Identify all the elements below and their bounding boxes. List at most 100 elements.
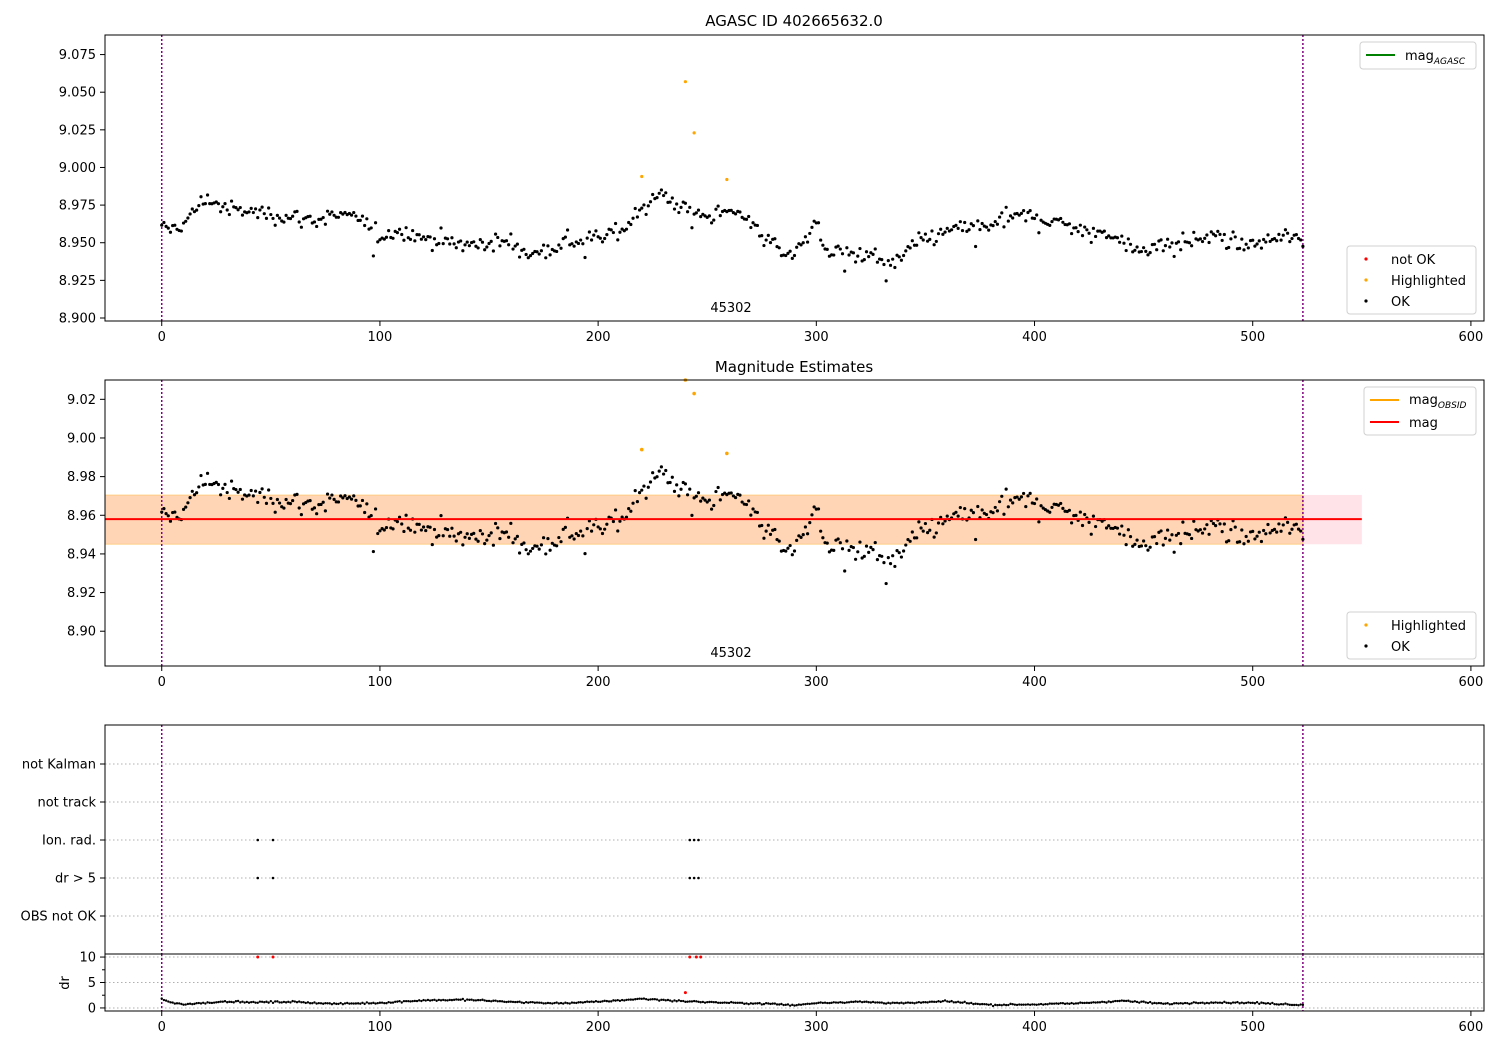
dr-point xyxy=(197,1001,201,1005)
ok-point xyxy=(810,225,814,229)
dr-point xyxy=(372,1001,375,1005)
ok-point xyxy=(173,223,177,227)
dr-point xyxy=(522,1001,526,1005)
ok-point xyxy=(308,499,312,503)
ok-point xyxy=(1233,525,1237,529)
ok-point xyxy=(1039,504,1043,508)
dr-point xyxy=(446,999,449,1002)
ok-point xyxy=(768,532,773,537)
dr-point xyxy=(1148,1000,1152,1004)
ok-point xyxy=(336,500,341,504)
ok-point xyxy=(596,525,600,529)
ok-point xyxy=(716,204,720,208)
dr-point xyxy=(533,1001,537,1004)
dr-point xyxy=(922,1001,925,1004)
ok-point xyxy=(1170,241,1174,245)
ok-point xyxy=(1290,236,1294,241)
dr-flagged-point xyxy=(256,955,260,959)
dr-point xyxy=(671,1000,674,1003)
ok-point xyxy=(517,255,522,259)
dr-point xyxy=(1103,1000,1106,1004)
dr-point xyxy=(954,1001,958,1004)
ok-point xyxy=(808,231,812,236)
dr-point xyxy=(201,1001,205,1004)
dr-point xyxy=(1063,1002,1067,1006)
ok-point xyxy=(480,240,485,244)
ok-point xyxy=(882,262,886,267)
dr-point xyxy=(1066,1002,1069,1005)
ok-point xyxy=(1067,222,1072,226)
dr-point xyxy=(745,1002,748,1005)
ok-point xyxy=(1283,228,1288,232)
dr-point xyxy=(1216,1001,1220,1004)
ok-point xyxy=(1255,242,1259,246)
dr-point xyxy=(965,1001,969,1005)
ok-point xyxy=(915,536,919,540)
ok-point xyxy=(585,236,589,240)
ok-point xyxy=(777,539,781,543)
ok-point xyxy=(1181,520,1185,524)
ok-point xyxy=(1218,232,1222,236)
ok-point xyxy=(548,548,552,552)
dr-point xyxy=(937,1000,940,1003)
dr-point xyxy=(727,1001,731,1005)
ok-point xyxy=(260,487,264,491)
ok-legend-marker xyxy=(1364,644,1368,648)
ok-point xyxy=(1163,536,1168,540)
dr-point xyxy=(926,1001,929,1004)
ok-point xyxy=(668,480,672,485)
dr-point xyxy=(1201,1001,1204,1004)
ok-point xyxy=(1008,498,1013,502)
y-tick-label: 8.975 xyxy=(59,199,96,214)
dr-point xyxy=(806,1002,809,1005)
dr-point xyxy=(487,999,491,1003)
dr-point xyxy=(782,1003,785,1007)
ok-point xyxy=(1205,233,1209,237)
ok-point xyxy=(576,533,581,538)
dr-point xyxy=(167,1000,170,1003)
dr-point xyxy=(1127,999,1130,1002)
ok-point xyxy=(360,498,365,503)
ok-point xyxy=(240,497,245,501)
ok-point xyxy=(1032,216,1037,221)
ok-point xyxy=(485,245,489,249)
ok-point xyxy=(971,511,976,515)
dr-point xyxy=(594,1000,598,1003)
dr-point xyxy=(839,1001,842,1004)
ok-point xyxy=(1187,533,1192,537)
ok-point xyxy=(330,210,334,214)
ok-point xyxy=(853,557,858,561)
ok-point xyxy=(945,226,949,230)
ok-point xyxy=(1244,534,1248,539)
dr-point xyxy=(860,1000,864,1004)
ok-point xyxy=(557,535,561,540)
ok-point xyxy=(229,479,234,483)
y-tick-label: 9.000 xyxy=(59,161,96,176)
ok-point xyxy=(1286,231,1290,235)
ok-point xyxy=(441,534,445,538)
dr-point xyxy=(1098,1001,1102,1004)
dr-point xyxy=(1105,1001,1108,1004)
ok-point xyxy=(705,500,709,504)
agasc-legend-upper: magAGASC xyxy=(1359,41,1477,70)
ok-point xyxy=(583,552,587,556)
ok-point xyxy=(701,496,705,500)
dr-point xyxy=(1118,999,1121,1003)
ok-point xyxy=(1037,231,1041,235)
ok-point xyxy=(821,536,825,540)
ok-point xyxy=(570,534,574,538)
ok-point xyxy=(1242,248,1246,252)
dr-point xyxy=(354,1002,358,1005)
ok-point xyxy=(424,237,428,242)
dr-point xyxy=(730,1000,733,1004)
dr-point xyxy=(1013,1003,1017,1006)
ok-point xyxy=(168,519,173,523)
dr-point xyxy=(734,1001,737,1005)
dr-point xyxy=(562,1002,565,1005)
ok-point xyxy=(685,493,690,497)
ok-point xyxy=(476,539,480,543)
dr-point xyxy=(830,1001,833,1005)
ok-point xyxy=(295,492,299,496)
ok-point xyxy=(319,502,323,507)
ok-point xyxy=(1039,218,1043,222)
